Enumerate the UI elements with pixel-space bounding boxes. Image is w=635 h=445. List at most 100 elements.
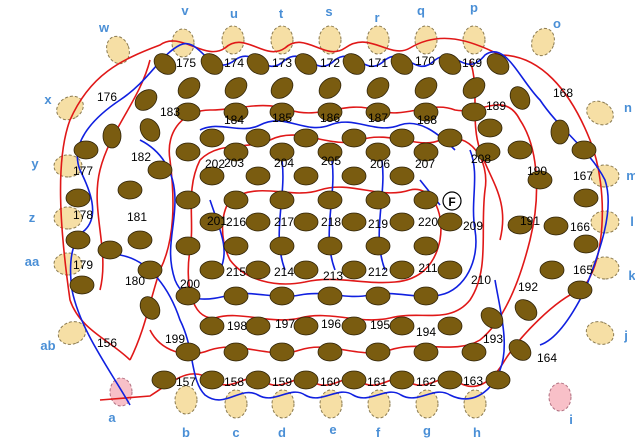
bead <box>365 102 391 122</box>
bead <box>293 260 319 280</box>
mid-bottom-number: 214 <box>274 265 294 279</box>
mid-top-number: 202 <box>205 157 225 171</box>
bead <box>199 166 225 186</box>
inner-bottom-number: 193 <box>483 332 503 346</box>
f-marker-circle <box>442 191 462 211</box>
inner-right-number: 191 <box>520 214 540 228</box>
bead <box>438 53 462 75</box>
mid-top-number: 204 <box>274 156 294 170</box>
center-number: 220 <box>418 215 438 229</box>
bead <box>223 342 249 362</box>
mid-top-number: 205 <box>321 154 341 168</box>
inner-left-number: 181 <box>127 210 147 224</box>
bottom-pin-label: c <box>232 425 239 440</box>
bead <box>293 370 319 390</box>
bottom-pin-label: d <box>278 425 286 440</box>
pin <box>590 256 620 280</box>
pin <box>531 27 555 57</box>
bead <box>153 53 177 75</box>
top-pin-label: q <box>417 3 425 18</box>
bead <box>223 286 249 306</box>
mid-bottom-number: 215 <box>226 265 246 279</box>
mid-top-number: 206 <box>370 157 390 171</box>
inner-top-number: 188 <box>417 113 437 127</box>
bead <box>137 260 163 280</box>
bead <box>342 53 366 75</box>
row-bottom-number: 157 <box>176 375 196 389</box>
mid-left-number: 201 <box>207 214 227 228</box>
center-number: 217 <box>274 215 294 229</box>
mid-right-number: 209 <box>463 219 483 233</box>
pin <box>586 100 614 126</box>
pin <box>414 25 438 55</box>
left-pin-label: ab <box>40 338 55 353</box>
ring-left-number: 156 <box>97 336 117 350</box>
inner-left-number: 180 <box>125 274 145 288</box>
red-thread-path <box>59 37 604 401</box>
inner-top-number: 187 <box>368 111 388 125</box>
bead <box>224 77 248 99</box>
bead <box>269 190 295 210</box>
bead <box>389 212 415 232</box>
top-pin-label: o <box>553 16 561 31</box>
bead <box>437 370 463 390</box>
red-thread-path <box>221 186 442 285</box>
bead <box>245 128 271 148</box>
right-pin-label: l <box>630 214 634 229</box>
bead <box>413 102 439 122</box>
bead <box>177 77 201 99</box>
bead <box>269 286 295 306</box>
top-pin-label: s <box>325 4 332 19</box>
right-pin-label: m <box>626 168 635 183</box>
bead <box>475 142 501 162</box>
row-bottom-number: 158 <box>224 375 244 389</box>
pin <box>590 164 620 188</box>
ring-left-number: 179 <box>73 258 93 272</box>
bottom-pin-label: b <box>182 425 190 440</box>
bead <box>462 77 486 99</box>
row-bottom-number: 161 <box>367 375 387 389</box>
row-bottom-number: 162 <box>416 375 436 389</box>
bead <box>477 118 503 138</box>
bead <box>413 236 439 256</box>
pin <box>318 25 342 55</box>
bead <box>127 230 153 250</box>
bead <box>175 102 201 122</box>
bead <box>245 260 271 280</box>
bead <box>539 260 565 280</box>
bead <box>480 307 504 329</box>
inner-top-number: 189 <box>486 99 506 113</box>
inner-bottom-number: 194 <box>416 325 436 339</box>
start-end-pin <box>548 382 572 412</box>
bead <box>134 89 158 111</box>
red-thread-path <box>187 134 487 321</box>
bead <box>486 53 510 75</box>
bead <box>341 316 367 336</box>
bead <box>413 190 439 210</box>
mid-right-number: 210 <box>471 273 491 287</box>
bead <box>365 342 391 362</box>
bead <box>365 236 391 256</box>
inner-right-number: 192 <box>518 280 538 294</box>
right-pin-label: j <box>623 328 628 343</box>
row-bottom-number: 163 <box>463 374 483 388</box>
bead <box>317 286 343 306</box>
inner-top-number: 184 <box>224 113 244 127</box>
bead <box>199 316 225 336</box>
bead <box>317 236 343 256</box>
bead <box>317 102 343 122</box>
pin <box>585 321 615 345</box>
bead <box>437 212 463 232</box>
bead <box>389 370 415 390</box>
ring-right-number: 165 <box>573 263 593 277</box>
bead <box>550 119 570 145</box>
inner-left-number: 182 <box>131 150 151 164</box>
bead <box>366 77 390 99</box>
ring-left-number: 178 <box>73 208 93 222</box>
bead <box>318 77 342 99</box>
bead <box>413 142 439 162</box>
ring-left-number: 176 <box>97 90 117 104</box>
row-top-number: 172 <box>320 56 340 70</box>
bead <box>117 180 143 200</box>
bottom-pin-label: f <box>376 425 381 440</box>
